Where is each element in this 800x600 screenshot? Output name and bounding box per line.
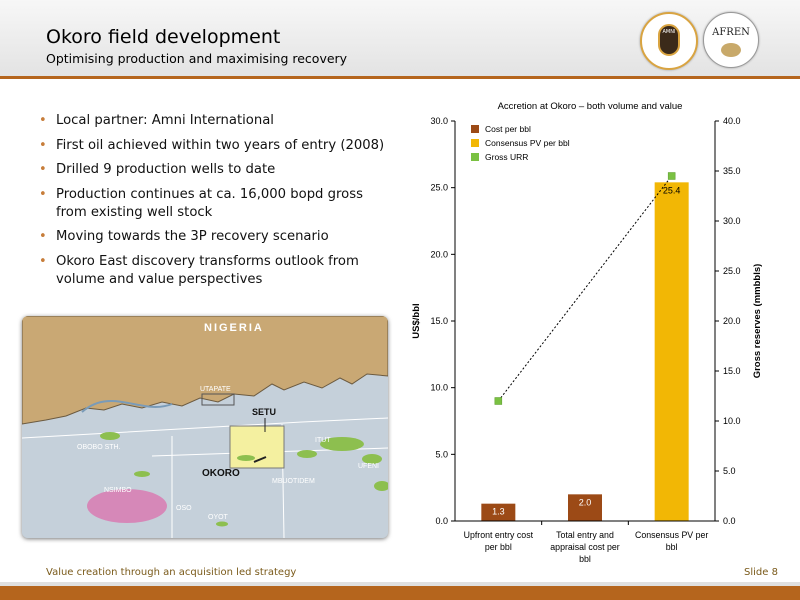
map-land — [22, 316, 388, 425]
chart-title: Accretion at Okoro – both volume and val… — [498, 101, 683, 112]
bullet-item: Okoro East discovery transforms outlook … — [30, 253, 390, 289]
y-tick-label: 30.0 — [430, 116, 448, 126]
field-itut — [320, 437, 364, 451]
bar-cost-per-bbl — [568, 494, 602, 521]
map-label-okoro: OKORO — [202, 468, 240, 479]
legend-label: Gross URR — [485, 152, 528, 162]
bar-cost-per-bbl — [481, 503, 516, 521]
afren-logo: AFREN — [703, 12, 759, 68]
y-tick-label: 0.0 — [435, 516, 448, 526]
map-label-ufeni: UFENI — [358, 463, 379, 470]
amni-logo-text: AMNI — [662, 29, 676, 35]
bar-data-label: 25.4 — [663, 185, 681, 195]
map-label-obobo: OBOBO STH. — [77, 444, 121, 451]
y2-tick-label: 35.0 — [723, 166, 741, 176]
y2-tick-label: 25.0 — [723, 266, 741, 276]
y2-tick-label: 10.0 — [723, 416, 741, 426]
bar-data-label: 1.3 — [492, 507, 505, 517]
footer-divider — [0, 582, 800, 586]
y-axis-label: US$/bbl — [411, 303, 422, 338]
footer-tagline: Value creation through an acquisition le… — [46, 567, 297, 578]
y-tick-label: 10.0 — [430, 383, 448, 393]
amni-logo: AMNI — [640, 12, 698, 70]
field-oyot — [216, 521, 228, 527]
accretion-chart: Accretion at Okoro – both volume and val… — [405, 95, 793, 575]
footer-bar — [0, 586, 800, 600]
map-label-mbuotidem: MBUOTIDEM — [272, 478, 315, 485]
field-nsimbo — [87, 489, 167, 523]
map-label-setu: SETU — [252, 407, 276, 417]
bullet-item: Drilled 9 production wells to date — [30, 161, 390, 179]
y2-tick-label: 15.0 — [723, 366, 741, 376]
map-label-nsimbo: NSIMBO — [104, 487, 132, 494]
okoro-pointer — [253, 456, 267, 463]
map-utapate-box — [201, 393, 235, 406]
legend-swatch — [471, 153, 479, 161]
legend-label: Cost per bbl — [485, 124, 531, 134]
bullet-list: Local partner: Amni International First … — [30, 112, 390, 295]
y2-tick-label: 40.0 — [723, 116, 741, 126]
field-itut-2 — [297, 450, 317, 458]
y2-tick-label: 20.0 — [723, 316, 741, 326]
amni-logo-mark: AMNI — [658, 24, 680, 56]
slide-title: Okoro field development — [46, 26, 281, 48]
afren-globe-icon — [721, 43, 741, 57]
y2-axis-label: Gross reserves (mmbbls) — [752, 264, 763, 379]
map-label-country: NIGERIA — [204, 322, 264, 334]
y-tick-label: 15.0 — [430, 316, 448, 326]
field-nsimbo-2 — [134, 471, 150, 477]
afren-logo-text: AFREN — [712, 27, 750, 38]
map-graphic: NIGERIA UTAPATE SETU OBOBO STH. ITUT UFE… — [22, 316, 388, 538]
chart-svg: Accretion at Okoro – both volume and val… — [411, 101, 763, 564]
x-tick-label: Upfront entry cost per bbl — [464, 530, 534, 552]
map-label-oyot: OYOT — [208, 514, 229, 521]
field-ufeni-2 — [374, 481, 388, 491]
bullet-item: First oil achieved within two years of e… — [30, 137, 390, 155]
okoro-location-map: NIGERIA UTAPATE SETU OBOBO STH. ITUT UFE… — [22, 316, 388, 538]
slide-subtitle: Optimising production and maximising rec… — [46, 51, 348, 66]
y-tick-label: 5.0 — [435, 449, 448, 459]
map-river — [81, 400, 173, 413]
y2-tick-label: 0.0 — [723, 516, 736, 526]
gross-urr-line — [497, 175, 673, 402]
x-tick-label: Consensus PV per bbl — [635, 530, 708, 552]
map-block-boundary — [22, 417, 388, 439]
bar-consensus-pv — [654, 182, 689, 521]
y-tick-label: 25.0 — [430, 183, 448, 193]
field-ufeni — [362, 454, 382, 464]
header-divider — [0, 76, 800, 79]
gross-urr-point — [667, 172, 676, 180]
field-obobo — [100, 432, 120, 440]
bullet-item: Local partner: Amni International — [30, 112, 390, 130]
map-label-itut: ITUT — [315, 437, 331, 444]
legend-swatch — [471, 125, 479, 133]
legend-swatch — [471, 139, 479, 147]
slide-number: Slide 8 — [744, 567, 778, 578]
bullet-item: Moving towards the 3P recovery scenario — [30, 228, 390, 246]
legend-label: Consensus PV per bbl — [485, 138, 570, 148]
map-label-oso: OSO — [176, 505, 192, 512]
gross-urr-point — [494, 397, 503, 405]
map-label-utapate: UTAPATE — [200, 386, 231, 393]
y2-tick-label: 30.0 — [723, 216, 741, 226]
y2-tick-label: 5.0 — [723, 466, 736, 476]
field-okoro — [237, 455, 255, 461]
bullet-item: Production continues at ca. 16,000 bopd … — [30, 186, 390, 222]
x-tick-label: Total entry and appraisal cost per bbl — [550, 530, 620, 564]
y-tick-label: 20.0 — [430, 249, 448, 259]
bar-data-label: 2.0 — [579, 497, 592, 507]
